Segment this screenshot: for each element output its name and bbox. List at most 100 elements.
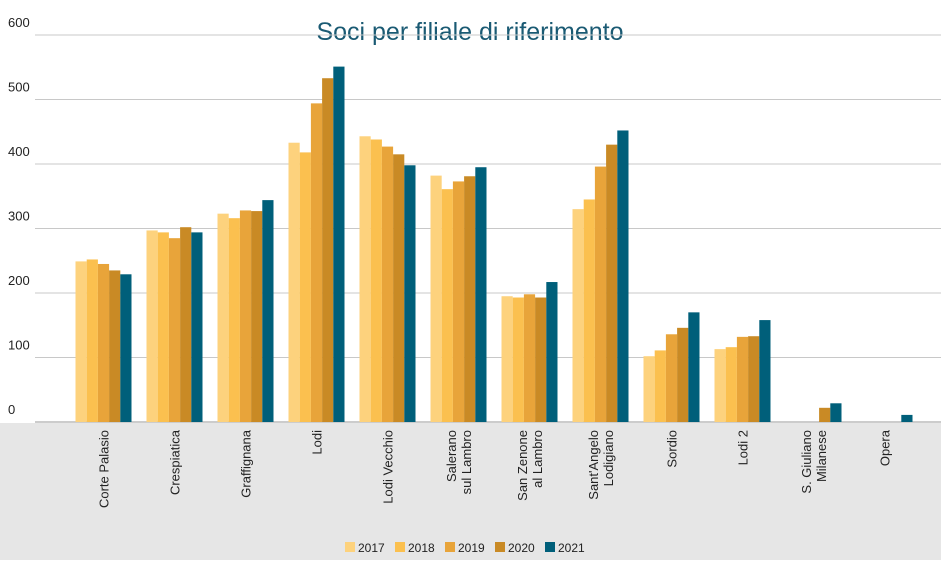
- bar: [180, 227, 192, 422]
- bar: [677, 327, 689, 422]
- bar: [86, 259, 98, 422]
- bar: [109, 270, 121, 422]
- bar: [759, 320, 771, 422]
- y-tick-label: 200: [8, 273, 30, 288]
- legend-label: 2019: [458, 541, 485, 555]
- bar: [583, 199, 595, 422]
- bar: [217, 213, 229, 422]
- bar: [228, 218, 240, 422]
- bar: [251, 211, 263, 422]
- legend-label: 2020: [508, 541, 535, 555]
- y-tick-label: 400: [8, 144, 30, 159]
- x-tick-line: Milanese: [814, 430, 829, 482]
- x-tick-label: Opera: [878, 429, 893, 466]
- y-tick-label: 600: [8, 15, 30, 30]
- bar: [572, 209, 584, 422]
- x-tick-line: San Zenone: [515, 430, 530, 501]
- x-tick-line: Lodigiano: [601, 430, 616, 486]
- x-tick-label: Crespiatica: [168, 429, 183, 495]
- bar: [288, 142, 300, 422]
- legend-label: 2018: [408, 541, 435, 555]
- bar: [359, 136, 371, 422]
- axis-band: [0, 423, 941, 560]
- bar: [120, 274, 132, 422]
- bar: [819, 407, 831, 422]
- bar: [299, 152, 311, 422]
- bar: [523, 294, 536, 422]
- x-tick-label: Lodi 2: [736, 430, 751, 465]
- bar: [594, 166, 607, 422]
- y-tick-label: 500: [8, 80, 30, 95]
- x-tick-line: al Lambro: [530, 430, 545, 488]
- x-tick-line: sul Lambro: [459, 430, 474, 494]
- bar: [665, 334, 678, 422]
- bar: [146, 230, 158, 422]
- bar: [748, 336, 760, 422]
- bar: [464, 176, 476, 422]
- bar: [725, 347, 737, 422]
- bar: [381, 146, 394, 422]
- legend-swatch: [345, 542, 355, 552]
- legend-swatch: [395, 542, 405, 552]
- bar: [501, 296, 513, 422]
- x-tick-line: S. Giuliano: [799, 430, 814, 494]
- bar: [333, 66, 345, 422]
- x-tick-line: Crespiatica: [168, 429, 183, 495]
- x-tick-line: Opera: [878, 429, 893, 466]
- bar: [262, 200, 274, 422]
- x-tick-label: Corte Palasio: [97, 430, 112, 508]
- x-tick-line: Graffignana: [239, 429, 254, 497]
- bar: [901, 414, 913, 422]
- legend-swatch: [545, 542, 555, 552]
- legend-label: 2017: [358, 541, 385, 555]
- bar: [393, 154, 405, 422]
- bar: [512, 297, 524, 422]
- bar: [736, 336, 749, 422]
- bar: [714, 349, 726, 422]
- x-tick-label: Sordio: [665, 430, 680, 468]
- chart-title: Soci per filiale di riferimento: [316, 18, 623, 46]
- bar: [475, 167, 487, 422]
- x-tick-label: Lodi Vecchio: [381, 430, 396, 504]
- bar: [370, 139, 382, 423]
- legend-swatch: [445, 542, 455, 552]
- x-tick-label: S. GiulianoMilanese: [799, 430, 829, 494]
- x-tick-label: Lodi: [310, 430, 325, 455]
- bar: [430, 175, 442, 422]
- x-tick-line: Lodi: [310, 430, 325, 455]
- bar: [535, 297, 547, 422]
- bar: [688, 312, 700, 422]
- bar: [404, 165, 416, 423]
- bar: [191, 232, 203, 422]
- bar: [239, 210, 252, 422]
- x-tick-line: Sordio: [665, 430, 680, 468]
- y-tick-label: 0: [8, 402, 15, 417]
- bar: [830, 403, 842, 422]
- bar: [322, 78, 334, 422]
- x-tick-line: Lodi Vecchio: [381, 430, 396, 504]
- y-tick-label: 300: [8, 209, 30, 224]
- x-tick-line: Lodi 2: [736, 430, 751, 465]
- x-tick-label: Saleranosul Lambro: [444, 430, 474, 494]
- x-tick-line: Salerano: [444, 430, 459, 482]
- bar: [168, 238, 181, 422]
- x-tick-line: Corte Palasio: [97, 430, 112, 508]
- bar: [643, 356, 655, 422]
- bar: [617, 130, 629, 422]
- bar: [606, 144, 618, 422]
- y-tick-label: 100: [8, 338, 30, 353]
- bar: [441, 189, 453, 422]
- bar: [310, 103, 323, 423]
- legend-label: 2021: [558, 541, 585, 555]
- bar: [75, 261, 87, 422]
- bar: [97, 263, 110, 422]
- bar: [452, 181, 465, 422]
- legend-swatch: [495, 542, 505, 552]
- bar: [654, 350, 666, 422]
- x-tick-label: San Zenoneal Lambro: [515, 430, 545, 501]
- bar: [157, 232, 169, 422]
- x-tick-line: Sant'Angelo: [586, 430, 601, 500]
- bar: [546, 282, 558, 422]
- x-tick-label: Graffignana: [239, 429, 254, 497]
